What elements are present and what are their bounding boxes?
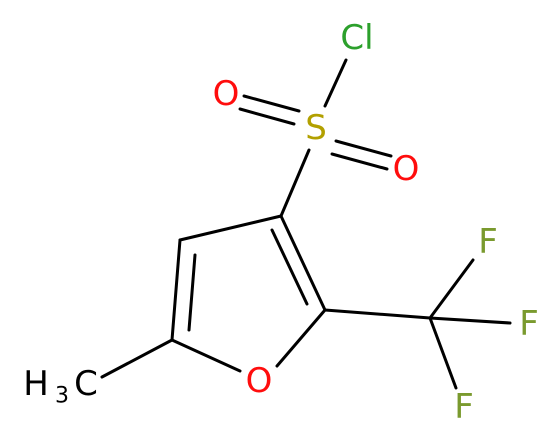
atom-label: S (305, 108, 327, 148)
atom-label: O (393, 149, 420, 189)
bond (323, 58, 348, 108)
atom-label: F (454, 387, 474, 427)
bond (279, 148, 311, 218)
bond (187, 253, 197, 332)
bond (330, 152, 389, 171)
bond (279, 214, 327, 312)
bond (242, 94, 301, 113)
bond (323, 308, 432, 320)
atom-label: O (213, 74, 240, 114)
atom-label: F (478, 222, 498, 262)
atom-label: F (519, 304, 539, 344)
atom-label: C (74, 364, 98, 404)
bond (178, 214, 283, 242)
bond (170, 238, 182, 342)
bond (170, 338, 242, 373)
atom-label: O (246, 361, 273, 401)
bond (428, 316, 512, 325)
bonds (100, 58, 512, 390)
bond (238, 107, 296, 126)
atom-subscript: 3 (55, 384, 69, 409)
bond (270, 228, 309, 306)
bond (428, 316, 458, 390)
bond (275, 308, 327, 368)
bond (428, 258, 475, 320)
atom-label: H (23, 364, 49, 404)
bond (100, 338, 174, 379)
bond (334, 139, 393, 158)
atom-label: Cl (340, 18, 373, 58)
